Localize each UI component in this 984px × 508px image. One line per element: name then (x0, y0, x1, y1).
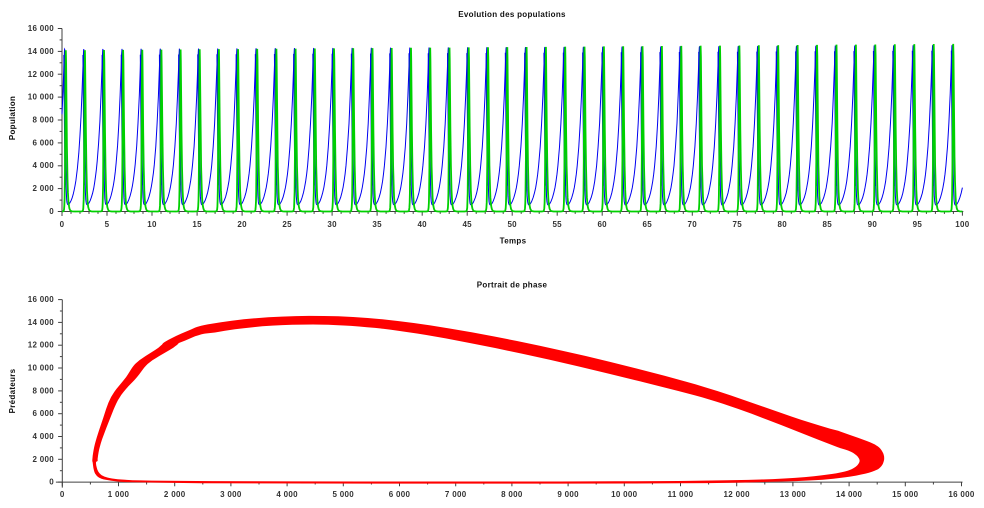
svg-text:60: 60 (597, 220, 607, 229)
svg-text:70: 70 (688, 220, 698, 229)
svg-text:15: 15 (192, 220, 202, 229)
svg-text:6 000: 6 000 (32, 409, 54, 418)
svg-text:5: 5 (105, 220, 110, 229)
svg-text:0: 0 (49, 478, 54, 487)
svg-text:2 000: 2 000 (32, 455, 54, 464)
svg-text:8 000: 8 000 (501, 490, 523, 499)
svg-text:Population: Population (8, 96, 17, 140)
svg-text:14 000: 14 000 (836, 490, 863, 499)
svg-text:7 000: 7 000 (445, 490, 467, 499)
svg-text:4 000: 4 000 (32, 161, 54, 170)
svg-text:Temps: Temps (500, 237, 527, 246)
svg-text:10: 10 (147, 220, 157, 229)
svg-text:30: 30 (327, 220, 337, 229)
svg-text:85: 85 (823, 220, 833, 229)
svg-text:20: 20 (237, 220, 247, 229)
svg-text:4 000: 4 000 (276, 490, 298, 499)
svg-text:75: 75 (733, 220, 743, 229)
svg-text:35: 35 (372, 220, 382, 229)
svg-text:Prédateurs: Prédateurs (8, 368, 17, 413)
svg-text:3 000: 3 000 (220, 490, 242, 499)
svg-text:0: 0 (49, 207, 54, 216)
svg-text:6 000: 6 000 (32, 138, 54, 147)
svg-text:2 000: 2 000 (32, 184, 54, 193)
svg-text:Evolution des populations: Evolution des populations (458, 10, 566, 19)
svg-text:0: 0 (60, 490, 65, 499)
svg-text:14 000: 14 000 (28, 318, 55, 327)
svg-text:14 000: 14 000 (28, 47, 55, 56)
svg-text:45: 45 (462, 220, 472, 229)
svg-text:16 000: 16 000 (948, 490, 975, 499)
svg-text:90: 90 (868, 220, 878, 229)
svg-text:Portrait de phase: Portrait de phase (477, 281, 548, 290)
svg-text:0: 0 (60, 220, 65, 229)
svg-text:25: 25 (282, 220, 292, 229)
svg-text:15 000: 15 000 (892, 490, 919, 499)
svg-text:10 000: 10 000 (28, 93, 55, 102)
svg-text:9 000: 9 000 (557, 490, 579, 499)
svg-text:10 000: 10 000 (28, 364, 55, 373)
svg-text:1 000: 1 000 (108, 490, 130, 499)
svg-text:80: 80 (778, 220, 788, 229)
svg-text:12 000: 12 000 (28, 70, 55, 79)
svg-text:65: 65 (643, 220, 653, 229)
svg-text:2 000: 2 000 (164, 490, 186, 499)
svg-text:4 000: 4 000 (32, 432, 54, 441)
svg-text:5 000: 5 000 (333, 490, 355, 499)
svg-text:12 000: 12 000 (28, 341, 55, 350)
svg-text:13 000: 13 000 (780, 490, 807, 499)
svg-text:95: 95 (913, 220, 923, 229)
svg-text:100: 100 (955, 220, 969, 229)
svg-text:11 000: 11 000 (668, 490, 694, 499)
svg-text:10 000: 10 000 (611, 490, 638, 499)
svg-text:6 000: 6 000 (389, 490, 411, 499)
svg-text:16 000: 16 000 (28, 295, 55, 304)
svg-text:50: 50 (507, 220, 517, 229)
svg-text:40: 40 (417, 220, 427, 229)
svg-text:8 000: 8 000 (32, 116, 54, 125)
svg-text:16 000: 16 000 (28, 24, 55, 33)
svg-text:55: 55 (552, 220, 562, 229)
svg-text:8 000: 8 000 (32, 386, 54, 395)
svg-text:12 000: 12 000 (724, 490, 751, 499)
